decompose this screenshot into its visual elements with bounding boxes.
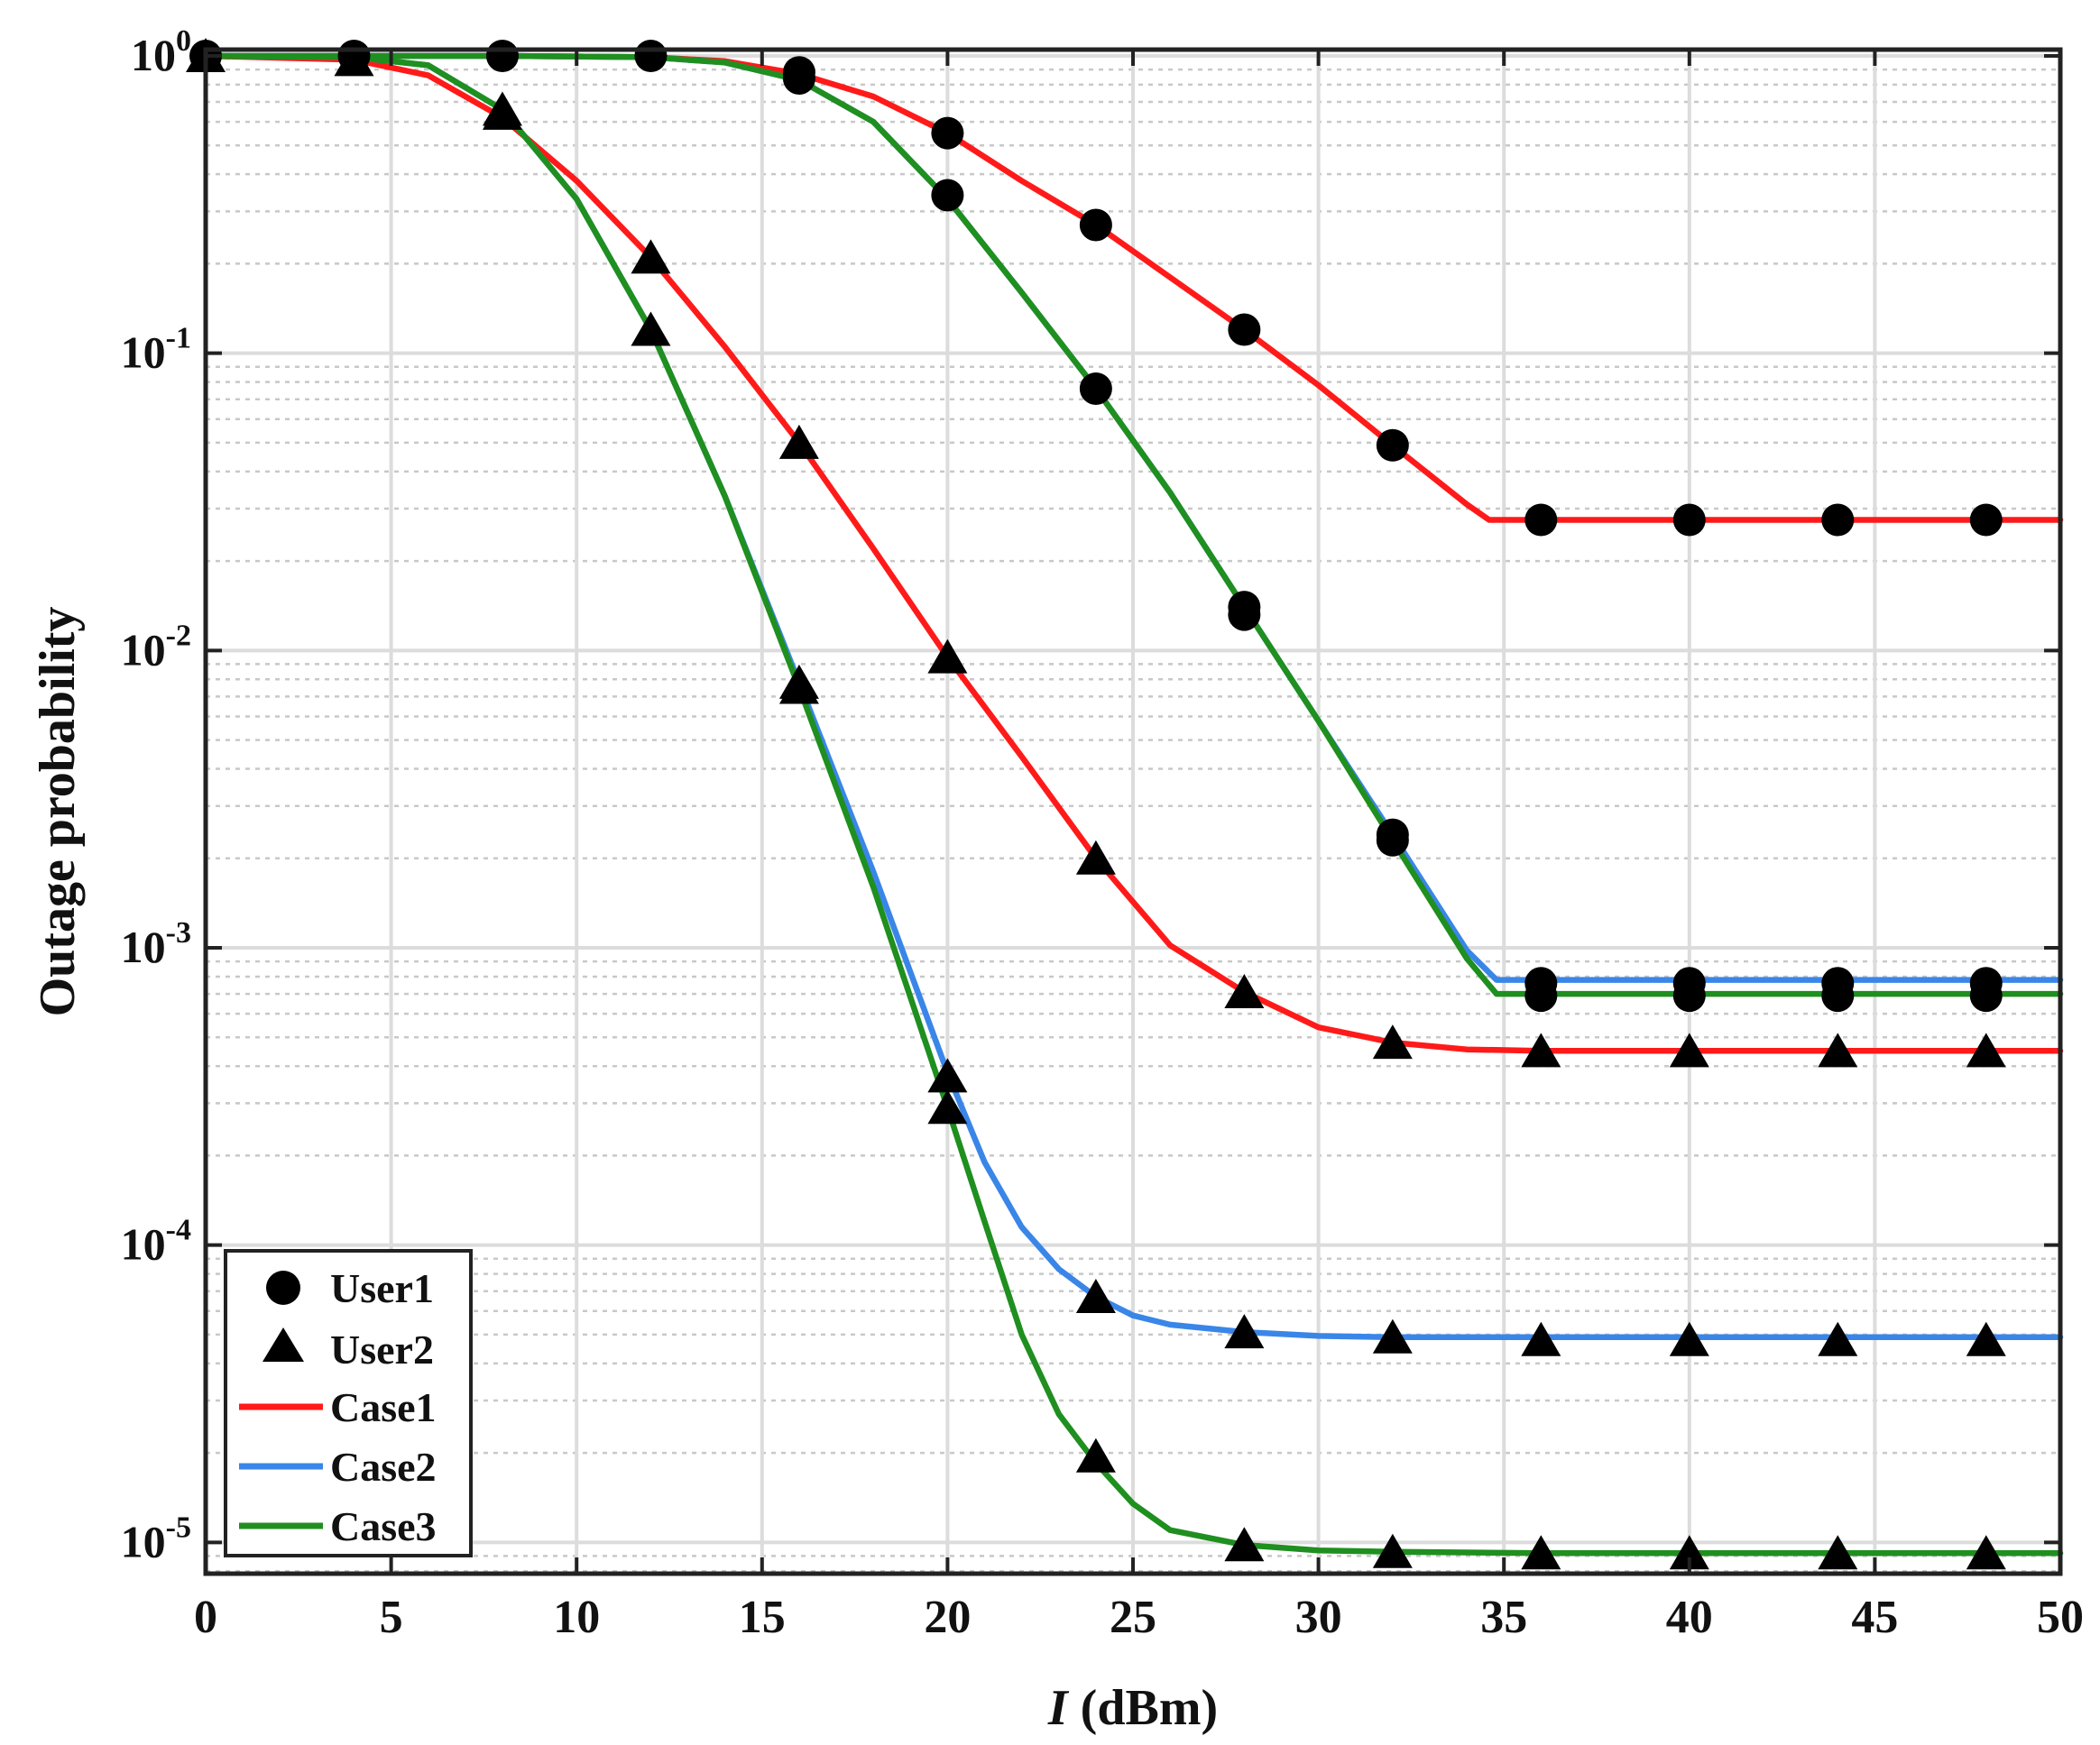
user2-marker-triangle (778, 669, 819, 704)
user2-marker-triangle (1224, 1527, 1265, 1562)
y-tick-label: 10-3 (121, 916, 191, 972)
user1-marker-circle (1079, 372, 1112, 405)
user1-marker-circle (1672, 503, 1706, 537)
y-tick-exponent: -1 (166, 322, 191, 355)
user2-marker-triangle (1075, 1437, 1116, 1473)
user2-marker-triangle (1521, 1033, 1561, 1068)
y-tick-exponent: -2 (166, 619, 191, 652)
user2-marker-triangle (1224, 974, 1265, 1009)
user1-marker-circle (1524, 979, 1558, 1013)
x-tick-label: 45 (1851, 1592, 1898, 1643)
x-axis-label: I (dBm) (1047, 1680, 1218, 1736)
y-tick-base: 10 (121, 1516, 166, 1566)
y-tick-base: 10 (121, 327, 166, 378)
user2-marker-triangle (1966, 1321, 2006, 1356)
user2-marker-triangle (1372, 1318, 1413, 1354)
user2-marker-triangle (1818, 1033, 1858, 1068)
user1-marker-circle (1079, 208, 1112, 242)
legend-label-case1: Case1 (330, 1384, 437, 1430)
y-tick-base: 10 (121, 922, 166, 972)
y-tick-base: 10 (131, 30, 176, 80)
x-axis-label-unit: (dBm) (1068, 1680, 1218, 1736)
user2-marker-triangle (631, 239, 671, 274)
user1-marker-circle (1821, 503, 1855, 537)
user2-marker-triangle (1372, 1024, 1413, 1060)
x-axis-label-symbol: I (1047, 1680, 1070, 1736)
user1-marker-circle (634, 39, 668, 72)
user1-marker-circle (1228, 598, 1261, 631)
legend-label-case2: Case2 (330, 1444, 437, 1490)
user2-marker-triangle (927, 1058, 968, 1093)
y-tick-base: 10 (121, 624, 166, 675)
legend-label-case3: Case3 (330, 1503, 437, 1549)
y-tick-exponent: -3 (166, 916, 191, 950)
user1-marker-circle (782, 61, 815, 95)
x-tick-label: 20 (924, 1592, 971, 1643)
y-tick-base: 10 (121, 1219, 166, 1270)
user1-marker-circle (1376, 428, 1409, 462)
user2-marker-triangle (1818, 1535, 1858, 1570)
user2-marker-triangle (1075, 840, 1116, 875)
user2-marker-triangle (1669, 1535, 1709, 1570)
y-tick-label: 10-2 (121, 619, 191, 675)
user2-marker-triangle (1966, 1535, 2006, 1570)
x-tick-label: 5 (380, 1592, 403, 1643)
y-tick-label: 100 (131, 24, 191, 80)
user2-marker-triangle (1521, 1535, 1561, 1570)
user1-marker-circle (931, 179, 964, 212)
legend-box (224, 1249, 473, 1557)
user1-marker-circle (1969, 979, 2003, 1013)
legend-triangle-marker-icon (262, 1327, 304, 1362)
user2-marker-triangle (334, 41, 374, 77)
y-tick-label: 10-1 (121, 322, 191, 378)
user1-marker-circle (1969, 503, 2003, 537)
legend-circle-marker-icon (266, 1271, 300, 1305)
user1-marker-circle (931, 116, 964, 150)
user1-marker-circle (1524, 503, 1558, 537)
user1-marker-circle (1672, 979, 1706, 1013)
user2-marker-triangle (1075, 1279, 1116, 1314)
series-line-case3 (202, 52, 2064, 1557)
x-tick-label: 25 (1110, 1592, 1156, 1643)
user2-marker-triangle (482, 91, 522, 126)
x-tick-label: 10 (553, 1592, 600, 1643)
y-axis-label: Outage probability (30, 607, 86, 1017)
user2-marker-triangle (1372, 1533, 1413, 1568)
user2-marker-triangle (1669, 1033, 1709, 1068)
user2-marker-triangle (1224, 1314, 1265, 1349)
x-tick-label: 40 (1666, 1592, 1713, 1643)
user2-marker-triangle (1966, 1033, 2006, 1068)
x-tick-label: 35 (1480, 1592, 1527, 1643)
legend-label-user2: User2 (330, 1327, 434, 1373)
user2-marker-triangle (1669, 1321, 1709, 1356)
y-tick-label: 10-5 (121, 1511, 191, 1566)
y-tick-exponent: 0 (176, 24, 191, 58)
user2-marker-triangle (778, 424, 819, 459)
user2-marker-triangle (927, 1089, 968, 1125)
user2-marker-triangle (927, 638, 968, 674)
y-tick-exponent: -5 (166, 1511, 191, 1544)
user1-marker-circle (485, 39, 519, 72)
y-tick-label: 10-4 (121, 1214, 191, 1270)
user1-marker-circle (1821, 979, 1855, 1013)
y-tick-exponent: -4 (166, 1214, 191, 1247)
user2-marker-triangle (1521, 1321, 1561, 1356)
legend-label-user1: User1 (330, 1265, 434, 1311)
x-tick-label: 0 (194, 1592, 217, 1643)
x-tick-label: 50 (2037, 1592, 2084, 1643)
user2-marker-triangle (1818, 1321, 1858, 1356)
user2-marker-triangle (631, 311, 671, 346)
legend: User1 User2 Case1 Case2 Case3 (224, 1249, 473, 1557)
data-markers (186, 37, 2006, 1570)
x-tick-label: 15 (739, 1592, 786, 1643)
user1-marker-circle (1228, 313, 1261, 346)
x-axis-tick-labels: 0 5 10 15 20 25 30 35 40 45 50 (194, 1592, 2084, 1643)
user1-marker-circle (1376, 823, 1409, 857)
axis-tick-marks (204, 50, 2062, 1574)
x-tick-label: 30 (1295, 1592, 1342, 1643)
